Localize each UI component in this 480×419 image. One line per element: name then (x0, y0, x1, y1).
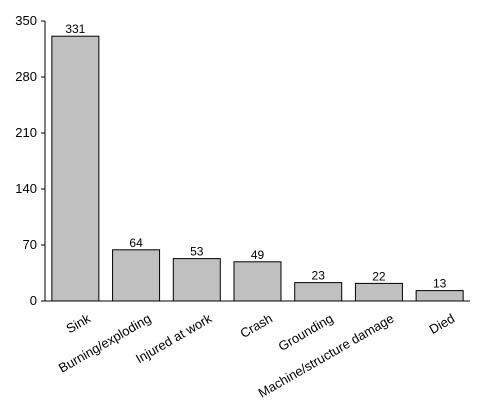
bar-sink (51, 35, 100, 302)
data-label: 22 (372, 269, 386, 283)
data-labels: 331 64 53 49 23 22 13 (65, 22, 446, 290)
y-tick-label: 70 (23, 237, 37, 252)
bar-machine-structure-damage (354, 282, 403, 302)
y-tick-label: 280 (15, 69, 37, 84)
bar-injured-at-work (172, 258, 221, 302)
data-label: 23 (312, 269, 326, 283)
bar-died (415, 290, 464, 302)
x-tick-label: Crash (237, 311, 275, 341)
x-tick-label: Died (426, 311, 457, 337)
data-label: 64 (129, 236, 143, 250)
x-tick-label: Sink (63, 310, 93, 336)
y-tick-label: 350 (15, 13, 37, 28)
bar-crash (233, 261, 282, 302)
data-label: 331 (65, 22, 85, 36)
data-label: 13 (433, 277, 447, 291)
bar-grounding (294, 282, 343, 302)
data-label: 49 (251, 248, 265, 262)
y-tick-label: 140 (15, 181, 37, 196)
bar-burning-exploding (112, 249, 161, 302)
y-tick-label: 0 (30, 293, 37, 308)
y-tick-label: 210 (15, 125, 37, 140)
y-axis: 0 70 140 210 280 350 (15, 13, 46, 308)
data-label: 53 (190, 245, 204, 259)
